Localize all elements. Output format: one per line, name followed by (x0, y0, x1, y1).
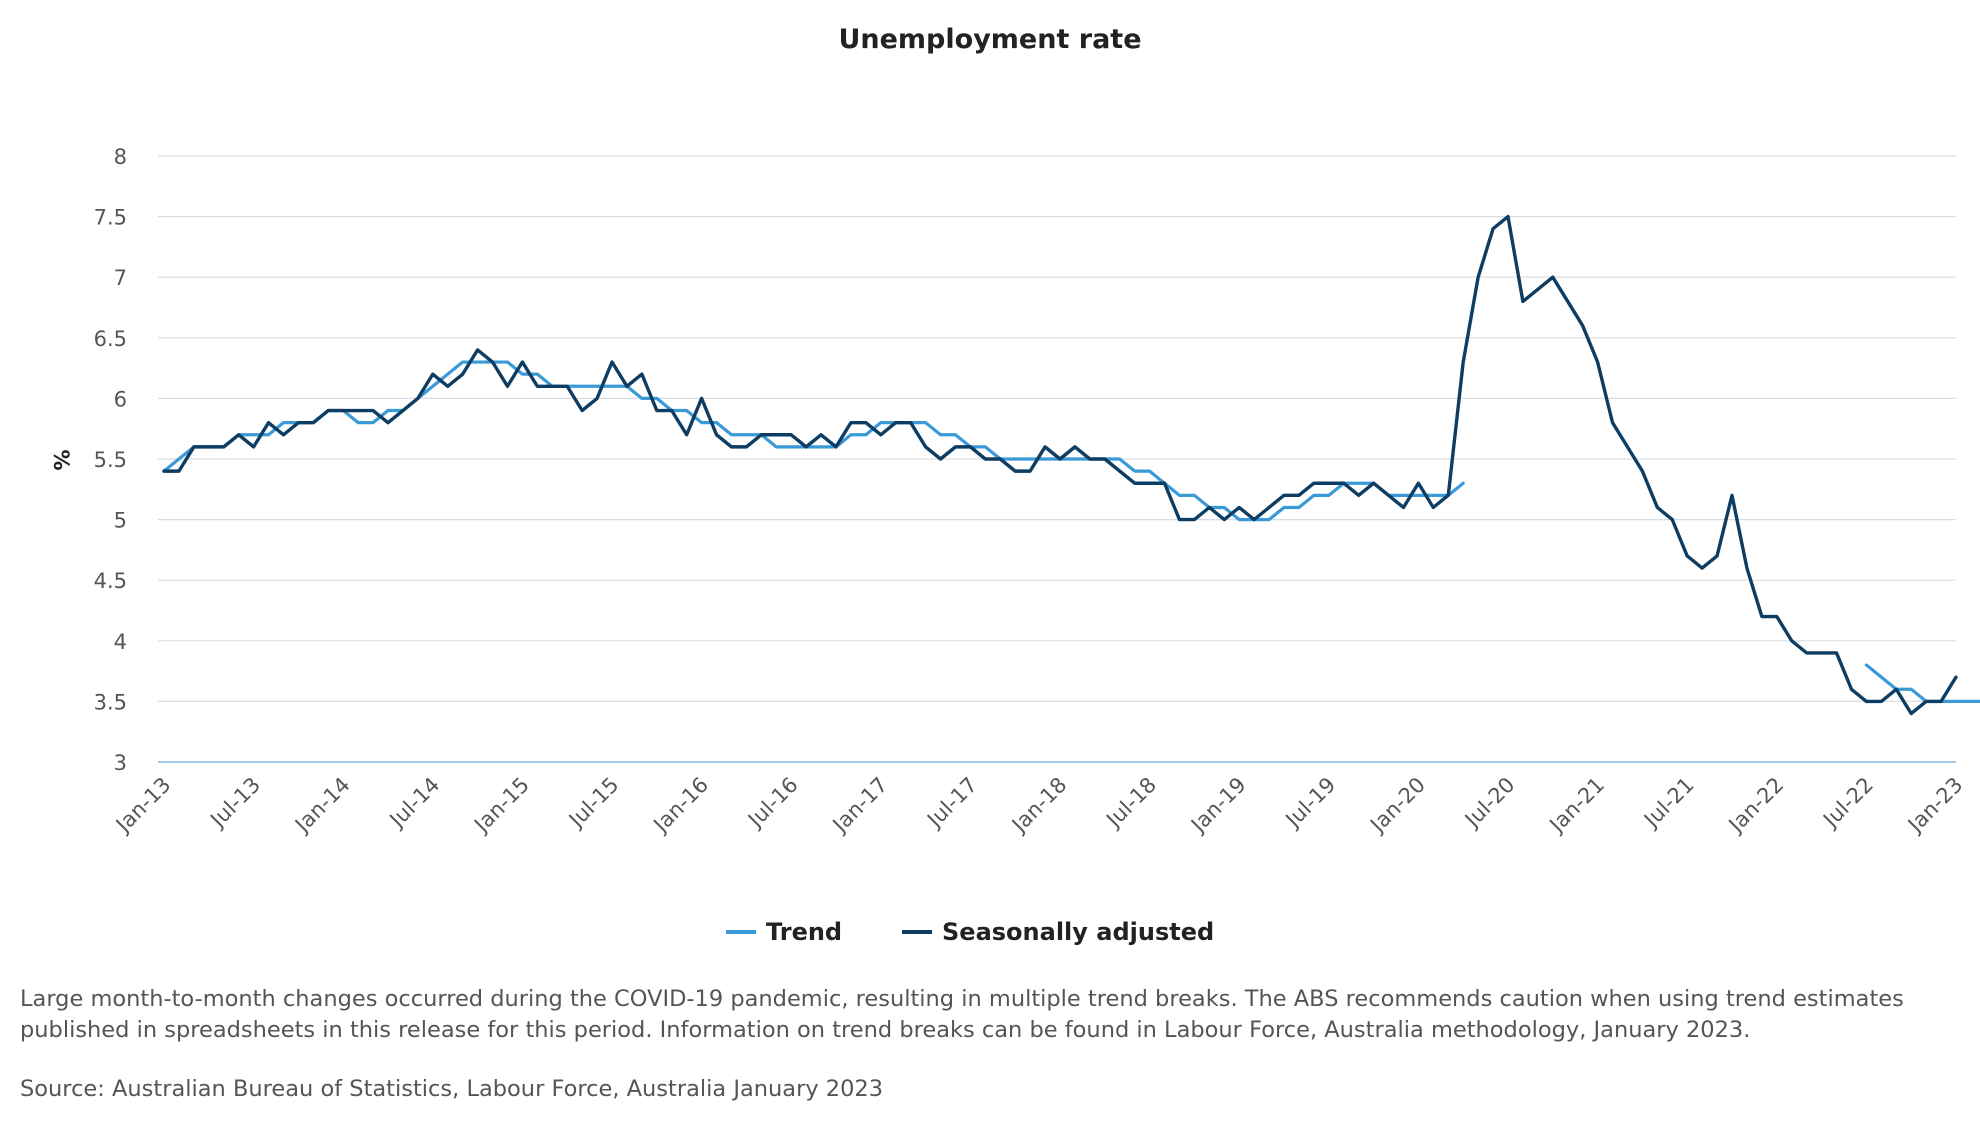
x-tick-label: Jan-15 (468, 773, 534, 839)
legend: Trend Seasonally adjusted (726, 918, 1214, 946)
x-tick-label: Jul-20 (1459, 773, 1520, 834)
y-tick-label: 3 (114, 751, 127, 775)
x-tick-label: Jul-18 (1101, 773, 1162, 834)
x-tick-labels: Jan-13 Jul-13 Jan-14 Jul-14 Jan-15 Jul-15 Jan-… (110, 773, 1968, 839)
y-tick-label: 5 (114, 509, 127, 533)
x-tick-label: Jan-17 (827, 773, 893, 839)
x-tick-label: Jan-13 (110, 773, 176, 839)
y-tick-labels: 8 7.5 7 6.5 6 5.5 5 4.5 4 3.5 3 (94, 145, 127, 775)
x-tick-label: Jan-20 (1364, 773, 1430, 839)
y-tick-label: 3.5 (94, 690, 127, 714)
x-tick-label: Jul-13 (205, 773, 266, 834)
x-tick-label: Jan-21 (1544, 773, 1610, 839)
chart-notes: Large month-to-month changes occurred du… (20, 984, 1960, 1046)
x-tick-label: Jul-16 (742, 773, 803, 834)
x-tick-label: Jan-19 (1185, 773, 1251, 839)
seasonally-adjusted-line (162, 214, 1958, 716)
x-tick-label: Jul-17 (921, 773, 982, 834)
trend-break-note: Large month-to-month changes occurred du… (20, 986, 1904, 1043)
legend-item-seasonally-adjusted[interactable]: Seasonally adjusted (902, 918, 1214, 946)
legend-sa-label: Seasonally adjusted (942, 918, 1214, 946)
y-tick-label: 7.5 (94, 206, 127, 230)
y-tick-label: 4 (114, 630, 127, 654)
x-tick-label: Jul-22 (1817, 773, 1878, 834)
y-tick-label: 6 (114, 387, 127, 411)
y-tick-label: 7 (114, 266, 127, 290)
y-tick-label: 4.5 (94, 569, 127, 593)
unemployment-chart: Unemployment rate % 8 7.5 7 6.5 6 5.5 5 4.5 4 3.5… (49, 24, 1980, 946)
source-note: Source: Australian Bureau of Statistics,… (20, 1076, 884, 1102)
x-tick-label: Jul-21 (1638, 773, 1699, 834)
y-tick-label: 6.5 (94, 327, 127, 351)
x-tick-label: Jan-22 (1723, 773, 1789, 839)
x-tick-label: Jan-16 (648, 773, 714, 839)
y-axis-label: % (49, 449, 73, 470)
series-lines (162, 214, 1980, 716)
legend-trend-label: Trend (766, 918, 842, 946)
legend-item-trend[interactable]: Trend (726, 918, 842, 946)
y-tick-label: 8 (114, 145, 127, 169)
x-tick-label: Jul-15 (563, 773, 624, 834)
x-tick-label: Jul-19 (1280, 773, 1341, 834)
x-tick-label: Jan-23 (1902, 773, 1968, 839)
chart-title: Unemployment rate (838, 24, 1141, 55)
x-tick-label: Jan-18 (1006, 773, 1072, 839)
y-tick-label: 5.5 (94, 448, 127, 472)
x-tick-label: Jan-14 (289, 773, 355, 839)
x-tick-label: Jul-14 (384, 773, 445, 834)
trend-line (162, 360, 1980, 703)
